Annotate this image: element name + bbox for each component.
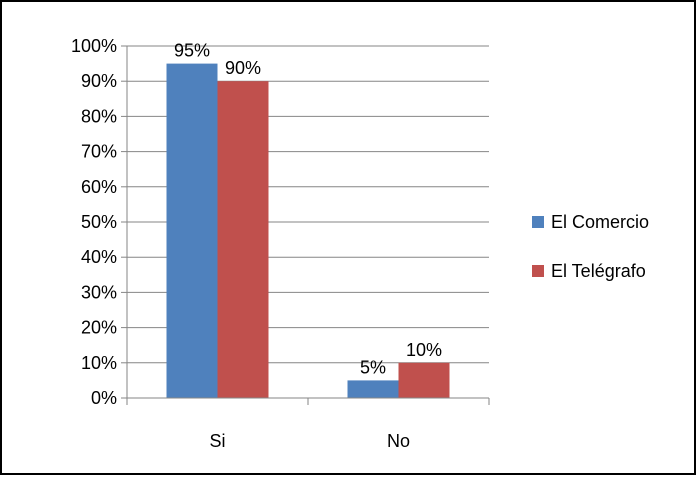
bar — [217, 81, 269, 398]
y-tick-label: 0% — [91, 388, 117, 408]
y-tick-label: 30% — [81, 282, 117, 302]
data-label: 5% — [360, 357, 386, 377]
x-axis-category-labels: Si No — [209, 431, 410, 451]
bar — [398, 362, 450, 398]
legend: El Comercio El Telégrafo — [532, 212, 649, 281]
y-tick-label: 90% — [81, 71, 117, 91]
data-label: 90% — [225, 58, 261, 78]
data-label: 10% — [406, 340, 442, 360]
y-tick-label: 40% — [81, 247, 117, 267]
x-category-label: Si — [209, 431, 225, 451]
axes — [126, 46, 490, 405]
y-axis-tick-labels: 0% 10% 20% 30% 40% 50% 60% 70% 80% 90% 100% — [71, 36, 117, 408]
y-tick-label: 10% — [81, 353, 117, 373]
y-tick-label: 20% — [81, 318, 117, 338]
y-tick-label: 70% — [81, 142, 117, 162]
data-labels: 95% 90% 5% 10% — [174, 41, 442, 378]
bars — [166, 63, 450, 398]
y-tick-label: 50% — [81, 212, 117, 232]
legend-label: El Comercio — [551, 212, 649, 232]
data-label: 95% — [174, 41, 210, 61]
y-tick-label: 100% — [71, 36, 117, 56]
bar — [166, 63, 218, 398]
legend-swatch — [532, 216, 544, 228]
legend-label: El Telégrafo — [551, 261, 646, 281]
y-tick-label: 80% — [81, 106, 117, 126]
y-tick-label: 60% — [81, 177, 117, 197]
legend-swatch — [532, 265, 544, 277]
x-category-label: No — [387, 431, 410, 451]
bar — [347, 380, 399, 398]
